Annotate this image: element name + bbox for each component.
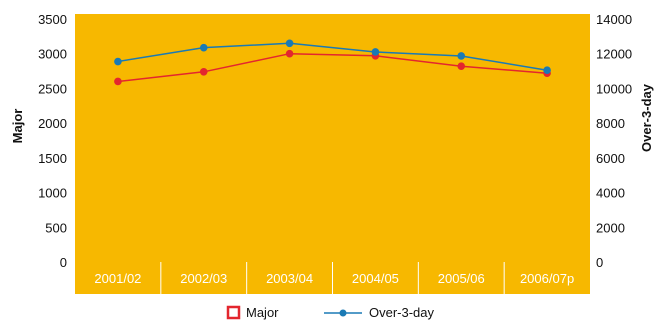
- series-over-3-day: [114, 39, 551, 75]
- left-tick-label: 3500: [38, 12, 67, 27]
- x-tick-label: 2006/07p: [520, 271, 574, 286]
- data-point: [457, 52, 466, 60]
- data-point: [543, 66, 551, 75]
- data-point: [114, 57, 122, 66]
- right-tick-label: 2000: [596, 220, 625, 235]
- left-axis-ticks: 0 500 1000 1500 2000 2500 3000 3500: [38, 12, 67, 270]
- x-tick-label: 2002/03: [180, 271, 227, 286]
- data-point: [199, 43, 208, 52]
- left-tick-label: 2000: [38, 116, 67, 131]
- left-axis-title: Major: [10, 109, 25, 144]
- left-tick-label: 0: [60, 255, 67, 270]
- data-point: [371, 48, 380, 56]
- x-tick-label: 2005/06: [438, 271, 485, 286]
- legend-item-major: Major: [226, 305, 279, 320]
- legend: Major Over-3-day: [226, 305, 435, 320]
- series-line: [117, 42, 548, 71]
- legend-label-over-3-day: Over-3-day: [369, 305, 435, 320]
- legend-item-over-3-day: Over-3-day: [324, 305, 435, 320]
- x-tick-label: 2004/05: [352, 271, 399, 286]
- left-tick-label: 3000: [38, 47, 67, 62]
- x-tick-label: 2001/02: [94, 271, 141, 286]
- data-point: [199, 67, 208, 76]
- data-point: [285, 39, 294, 48]
- right-tick-label: 8000: [596, 116, 625, 131]
- x-axis-ticks: 2001/02 2002/03 2003/04 2004/05 2005/06 2006/…: [94, 262, 574, 294]
- right-tick-label: 14000: [596, 12, 632, 27]
- data-point: [285, 49, 294, 58]
- plot-area: [75, 14, 590, 294]
- right-tick-label: 10000: [596, 81, 632, 96]
- series-line: [117, 52, 548, 83]
- right-tick-label: 4000: [596, 186, 625, 201]
- right-axis-ticks: 0 2000 4000 6000 8000 10000 12000 14000: [596, 12, 632, 270]
- series-layer: [114, 39, 551, 86]
- right-tick-label: 12000: [596, 47, 632, 62]
- legend-marker-over-3-day: [339, 309, 347, 317]
- data-point: [457, 62, 466, 71]
- left-tick-label: 2500: [38, 81, 67, 96]
- left-tick-label: 1000: [38, 186, 67, 201]
- legend-label-major: Major: [246, 305, 279, 320]
- right-tick-label: 6000: [596, 151, 625, 166]
- right-tick-label: 0: [596, 255, 603, 270]
- x-tick-label: 2003/04: [266, 271, 313, 286]
- data-point: [114, 77, 122, 86]
- left-tick-label: 1500: [38, 151, 67, 166]
- legend-swatch-major: [226, 305, 241, 320]
- right-axis-title: Over-3-day: [639, 83, 654, 152]
- left-tick-label: 500: [45, 220, 67, 235]
